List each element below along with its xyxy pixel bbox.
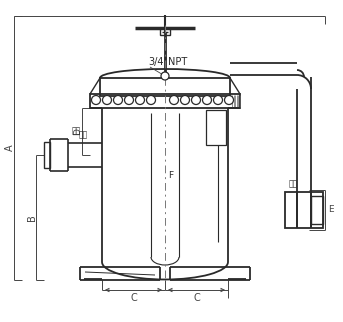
Circle shape	[135, 96, 144, 105]
Text: A: A	[5, 145, 15, 151]
Bar	[311, 196, 323, 224]
Circle shape	[169, 96, 178, 105]
Text: E: E	[328, 205, 334, 214]
Circle shape	[103, 96, 111, 105]
Text: 入口: 入口	[78, 130, 87, 139]
Circle shape	[202, 96, 212, 105]
Text: 出口: 出口	[288, 179, 298, 188]
Circle shape	[213, 96, 223, 105]
Text: 3/4"NPT: 3/4"NPT	[148, 57, 187, 67]
Circle shape	[125, 96, 133, 105]
Circle shape	[146, 96, 155, 105]
Bar	[44, 142, 50, 168]
Text: C: C	[130, 293, 137, 303]
Circle shape	[92, 96, 100, 105]
Text: 入口: 入口	[71, 127, 81, 136]
Text: B: B	[27, 214, 37, 221]
Text: C: C	[193, 293, 200, 303]
Text: D: D	[73, 128, 83, 135]
Circle shape	[191, 96, 201, 105]
Bar	[90, 94, 240, 108]
Circle shape	[180, 96, 189, 105]
Circle shape	[161, 72, 169, 80]
Bar	[285, 192, 323, 228]
Bar	[206, 110, 226, 145]
Circle shape	[114, 96, 122, 105]
Bar	[100, 78, 230, 96]
Circle shape	[225, 96, 234, 105]
Text: F: F	[168, 171, 174, 179]
Bar	[160, 28, 170, 35]
